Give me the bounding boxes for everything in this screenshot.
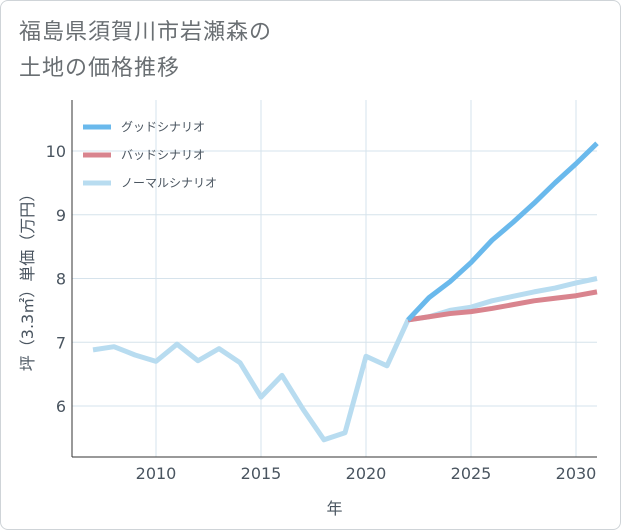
x-tick-label-2015: 2015 bbox=[241, 464, 282, 483]
y-tick-label-7: 7 bbox=[56, 333, 66, 352]
y-tick-label-6: 6 bbox=[56, 397, 66, 416]
x-axis-label: 年 bbox=[326, 499, 342, 518]
chart-title-line1: 福島県須賀川市岩瀬森の bbox=[19, 20, 273, 45]
y-tick-label-10: 10 bbox=[46, 142, 66, 161]
series-line-bad bbox=[407, 289, 598, 323]
series-layer bbox=[92, 141, 599, 443]
chart-title-line2: 土地の価格推移 bbox=[19, 56, 181, 81]
legend-label-normal: ノーマルシナリオ bbox=[121, 176, 217, 190]
y-axis-label: 坪（3.3㎡）単価（万円） bbox=[18, 186, 37, 371]
chart-title: 福島県須賀川市岩瀬森の 土地の価格推移 bbox=[19, 15, 272, 87]
x-tick-label-2020: 2020 bbox=[346, 464, 387, 483]
series-line-normal bbox=[92, 276, 598, 443]
y-tick-label-9: 9 bbox=[56, 206, 66, 225]
x-tick-label-2030: 2030 bbox=[556, 464, 597, 483]
x-tick-label-2025: 2025 bbox=[451, 464, 492, 483]
grid-layer bbox=[72, 100, 597, 457]
legend-label-good: グッドシナリオ bbox=[121, 120, 205, 134]
series-line-good bbox=[406, 141, 599, 322]
x-tick-label-2010: 2010 bbox=[136, 464, 177, 483]
legend-label-bad: バッドシナリオ bbox=[121, 148, 205, 162]
axis-layer: 2010 2015 2020 2025 2030 6 7 8 9 10 bbox=[46, 100, 597, 483]
y-tick-label-8: 8 bbox=[56, 270, 66, 289]
